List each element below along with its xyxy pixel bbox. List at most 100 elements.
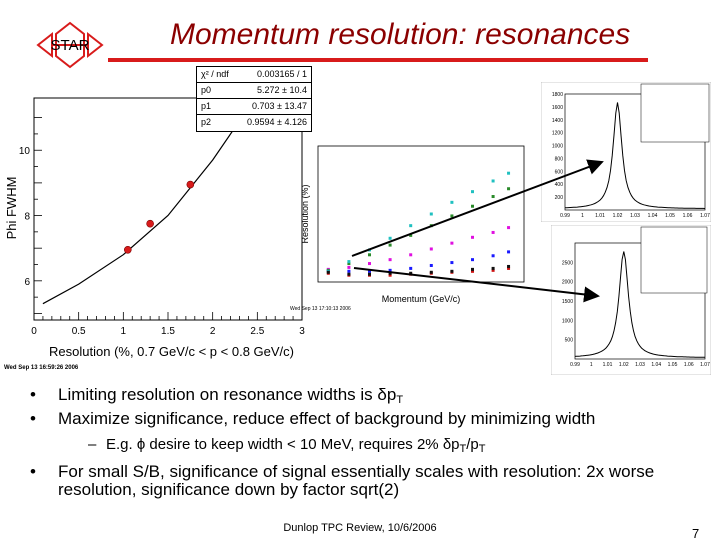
hist-x-tick-label: 1.02 <box>619 362 629 368</box>
resolution-point <box>347 260 351 264</box>
resolution-y-axis-label: Resolution (%) <box>300 184 310 243</box>
fit-stat-value: 0.703 ± 13.47 <box>252 101 307 111</box>
y-tick-label: 6 <box>24 277 30 288</box>
hist-x-tick-label: 1.07 <box>700 362 710 368</box>
resolution-point <box>388 268 392 272</box>
hist-x-tick-label: 1.01 <box>603 362 613 368</box>
resolution-point <box>409 271 413 275</box>
hist-x-tick-label: 1.06 <box>684 362 694 368</box>
bullet-1: • Limiting resolution on resonance widths… <box>30 385 404 407</box>
resolution-point <box>347 272 351 276</box>
bullet-list: • Limiting resolution on resonance widths… <box>30 386 700 500</box>
resolution-plot-frame <box>317 145 525 283</box>
hist-y-tick-label: 500 <box>565 338 574 344</box>
hist-y-tick-label: 600 <box>555 169 564 175</box>
slide-title: Momentum resolution: resonances <box>170 18 631 51</box>
arrow-to-bottom-histogram <box>353 267 600 303</box>
resolution-point <box>491 230 495 234</box>
hist-x-tick-label: 1.04 <box>651 362 661 368</box>
fwhm-plot-frame <box>33 97 303 321</box>
fit-stat-row: p0 5.272 ± 10.4 <box>197 83 311 99</box>
resolution-point <box>326 270 330 274</box>
hist-x-tick-label: 1.04 <box>648 213 658 219</box>
hist-x-tick-label: 1 <box>581 213 584 219</box>
resolution-point <box>388 271 392 275</box>
fit-stats-rows: χ² / ndf 0.003165 / 1 p0 5.272 ± 10.4 p1 0.70… <box>197 67 311 130</box>
resolution-point <box>507 264 511 268</box>
hist-x-tick-label: 1 <box>590 362 593 368</box>
hist-x-tick-label: 1.01 <box>595 213 605 219</box>
hist-y-tick-label: 2000 <box>562 280 573 286</box>
x-tick-label: 0 <box>31 326 37 337</box>
logo-text: STAR <box>51 37 90 54</box>
hist-y-tick-label: 1800 <box>552 92 563 98</box>
resolution-point <box>429 270 433 274</box>
resolution-point <box>368 262 371 266</box>
hist-x-tick-label: 1.05 <box>665 213 675 219</box>
fit-stat-label: p2 <box>201 117 212 127</box>
resolution-point <box>471 204 474 208</box>
hist-y-tick-label: 1500 <box>562 299 573 305</box>
resolution-point <box>450 269 454 273</box>
y-tick-label: 8 <box>24 212 30 223</box>
hist-bottom-axes: 500 1000 1500 2000 2500 0.99 1 1.01 1.02 1.03 1.04… <box>562 260 710 368</box>
fit-stat-value: 0.9594 ± 4.126 <box>247 117 307 127</box>
hist-y-tick-label: 1000 <box>562 318 573 324</box>
resolution-point <box>471 235 474 239</box>
resolution-point <box>429 247 433 251</box>
fit-stats-box: χ² / ndf 0.003165 / 1 p0 5.272 ± 10.4 p1 0.70… <box>196 66 312 132</box>
resolution-point <box>347 262 351 266</box>
fit-stat-label: p1 <box>201 101 212 111</box>
resolution-point <box>471 269 474 273</box>
hist-y-tick-label: 800 <box>555 156 564 162</box>
resolution-point <box>409 233 413 237</box>
resolution-point <box>471 258 474 262</box>
fwhm-y-axis: 6 8 10 <box>19 117 42 314</box>
x-tick-label: 3 <box>299 326 305 337</box>
resolution-point <box>347 265 351 269</box>
resolution-point <box>491 268 495 272</box>
hist-top-peak <box>564 102 706 209</box>
resolution-point <box>491 179 495 183</box>
page-number: 7 <box>692 526 700 541</box>
hist-x-tick-label: 1.03 <box>635 362 645 368</box>
x-tick-label: 1 <box>121 326 127 337</box>
resolution-point <box>471 267 474 271</box>
hist-x-tick-label: 1.05 <box>668 362 678 368</box>
resolution-point <box>450 241 454 245</box>
fit-stat-value: 0.003165 / 1 <box>256 69 307 79</box>
resolution-point <box>491 254 495 258</box>
hist-y-tick-label: 400 <box>555 182 564 188</box>
resolution-point <box>409 253 413 257</box>
hist-y-tick-label: 1000 <box>552 144 563 150</box>
data-point <box>124 246 132 254</box>
fwhm-x-axis-label: Resolution (%, 0.7 GeV/c < p < 0.8 GeV/c… <box>49 344 294 359</box>
resolution-point <box>429 263 433 267</box>
x-tick-label: 0.5 <box>72 326 86 337</box>
fit-stat-row: p2 0.9594 ± 4.126 <box>197 115 311 130</box>
fit-stat-label: χ² / ndf <box>201 69 229 79</box>
hist-x-tick-label: 1.07 <box>700 213 710 219</box>
fit-curve <box>42 120 240 305</box>
fwhm-datestamp: Wed Sep 13 16:59:26 2006 <box>4 365 79 371</box>
title-underline <box>108 58 648 62</box>
hist-bottom-stats-box <box>640 226 708 294</box>
x-tick-label: 2.5 <box>250 326 264 337</box>
hist-bottom-svg: 500 1000 1500 2000 2500 0.99 1 1.01 1.02 1.03 1.04… <box>550 224 712 376</box>
resolution-point <box>450 200 454 204</box>
resolution-point <box>368 272 371 276</box>
fwhm-vs-resolution-chart: 6 8 10 0 0.5 1 1.5 2 2.5 3 Resolution (%, 0.7 Ge… <box>2 68 312 374</box>
y-tick-label: 10 <box>19 146 31 157</box>
mass-histogram-top: 200 400 600 800 1000 1200 1400 1600 1800 0.99 1 1.0… <box>540 81 712 223</box>
data-point <box>146 219 154 228</box>
resolution-point <box>450 214 454 218</box>
hist-x-tick-label: 1.02 <box>613 213 623 219</box>
resolution-point <box>409 266 413 270</box>
fwhm-x-axis: 0 0.5 1 1.5 2 2.5 3 <box>31 312 305 337</box>
resolution-datestamp: Wed Sep 13 17:10:13 2006 <box>290 306 351 312</box>
fit-stat-row: p1 0.703 ± 13.47 <box>197 99 311 115</box>
resolution-point <box>388 243 392 247</box>
hist-y-tick-label: 200 <box>555 195 564 201</box>
hist-x-tick-label: 1.03 <box>630 213 640 219</box>
